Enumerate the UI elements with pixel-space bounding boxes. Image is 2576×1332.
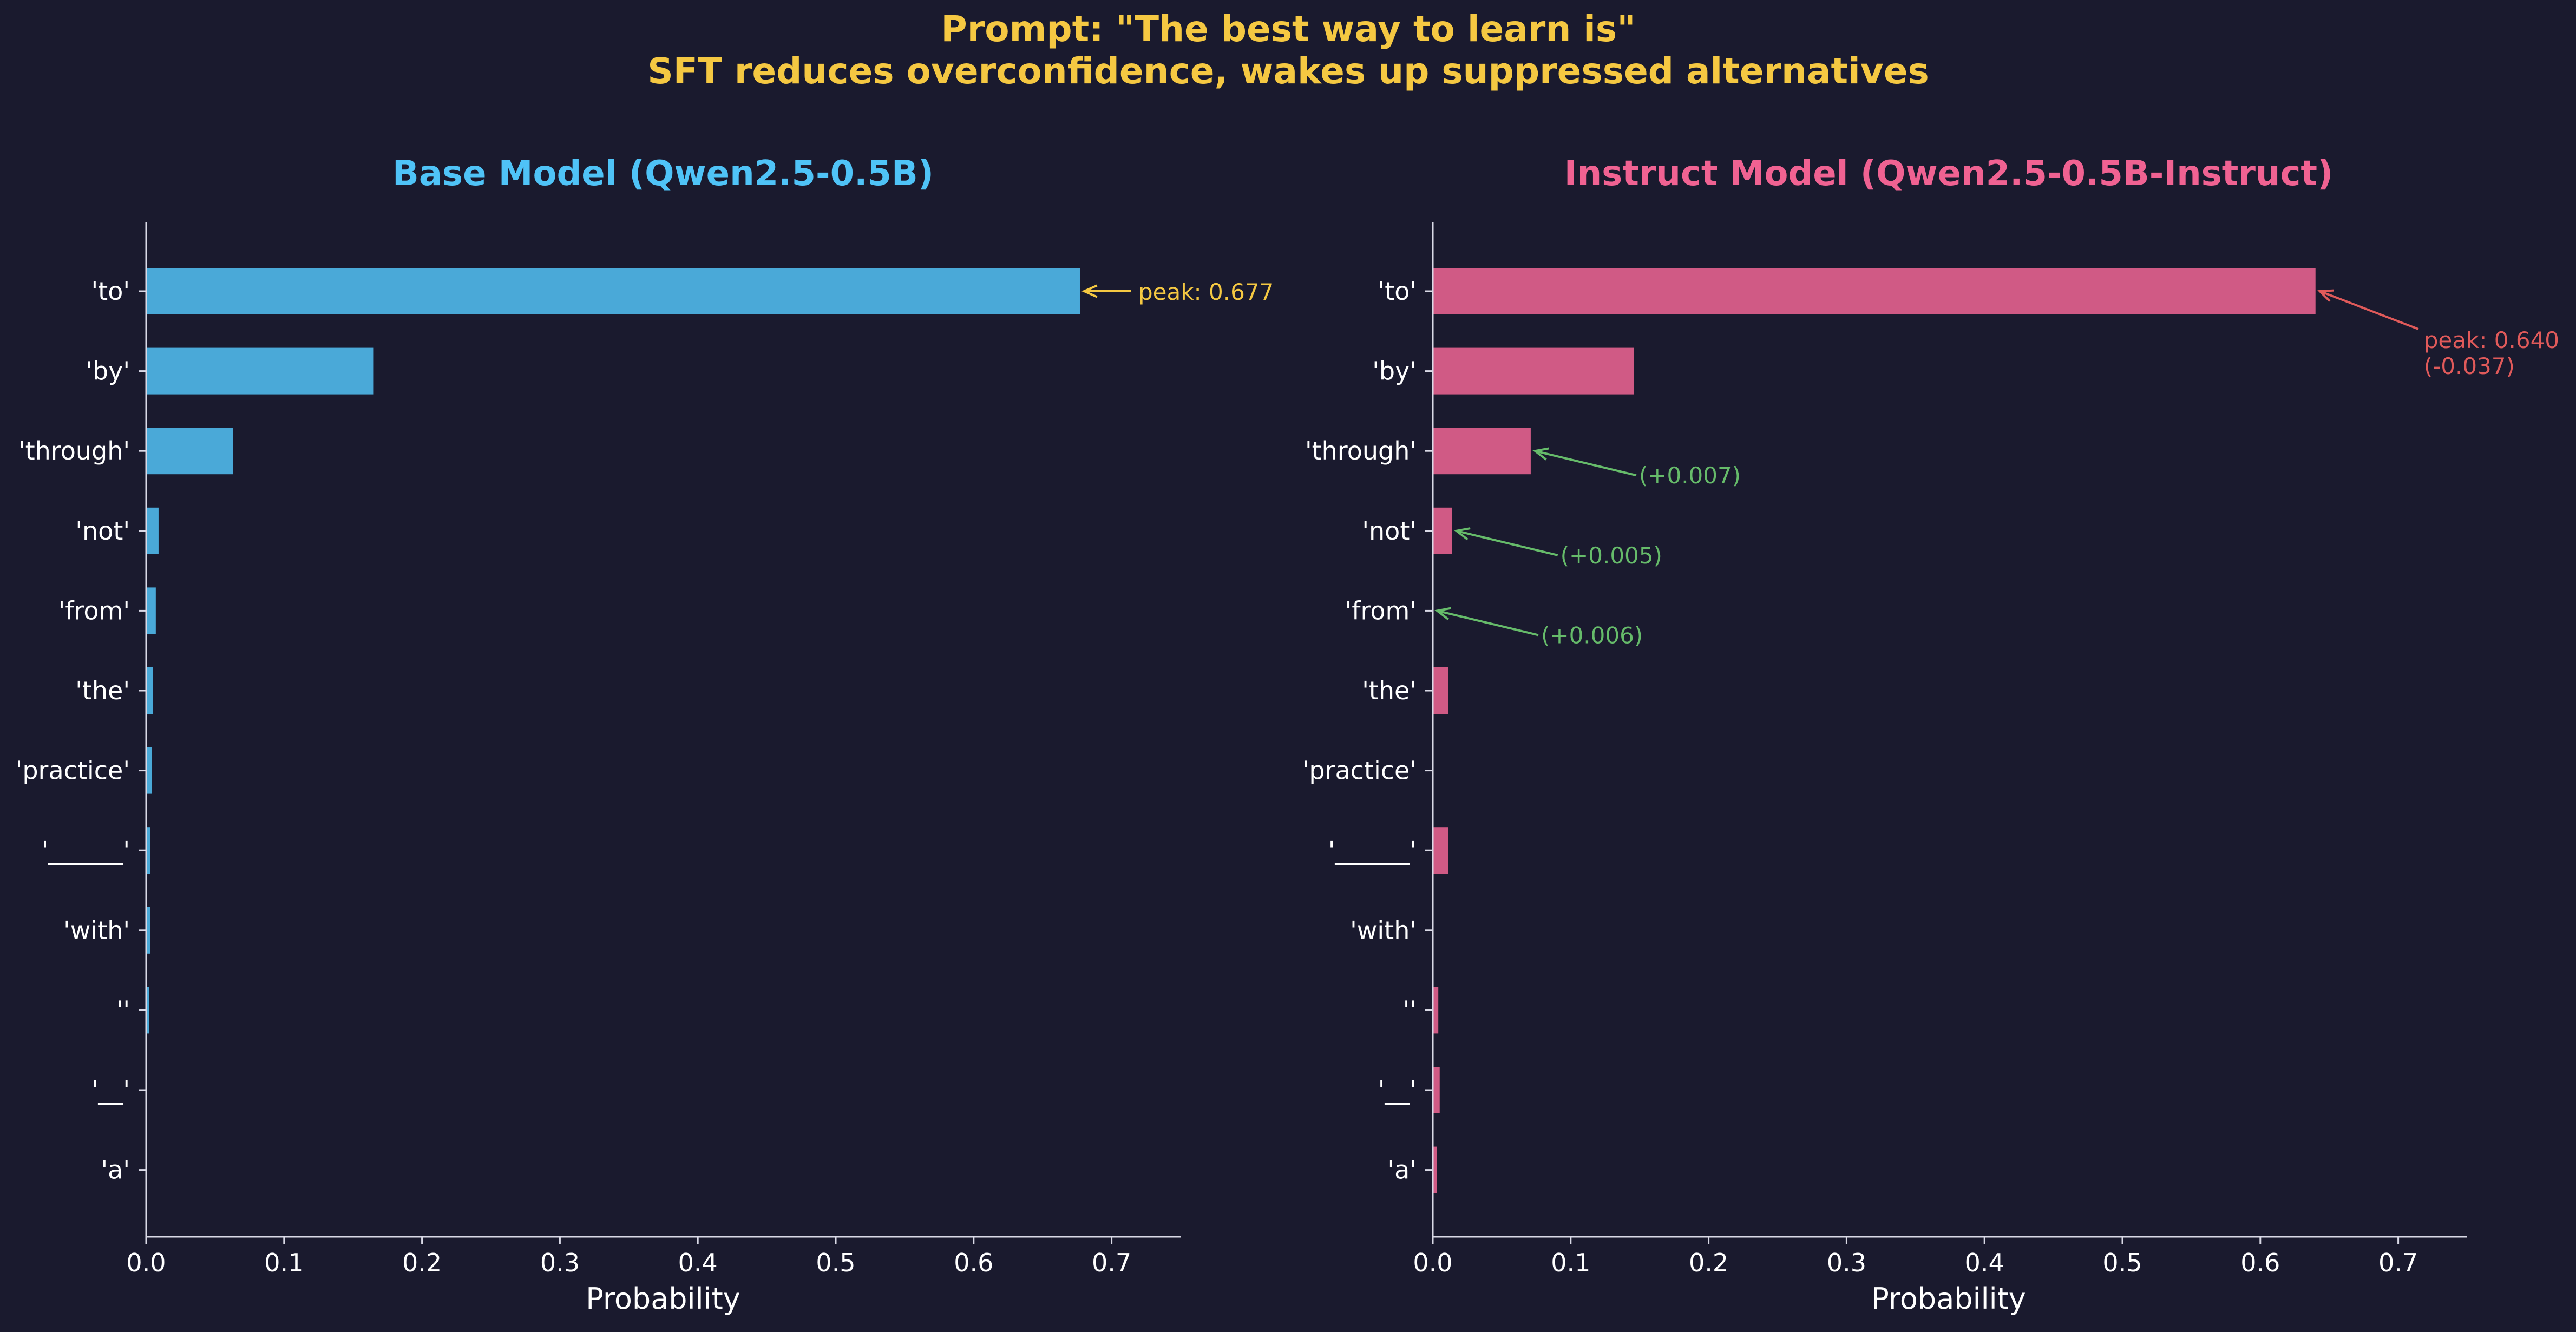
base-model-bar [146,507,159,554]
instruct-model-bar [1433,1067,1440,1113]
instruct-model-axes: 'to' 'by' 'through' 'not' 'from' 'the' 'practi… [1302,222,2467,1277]
instruct-model-annotation-arrow [1456,529,1558,556]
instruct-model-category-label: '__' [1378,1075,1417,1105]
instruct-model-x-tick-label: 0.0 [1413,1248,1452,1277]
instruct-model-annotation-arrowhead [2317,289,2334,302]
instruct-model-title: Instruct Model (Qwen2.5-0.5B-Instruct) [1564,154,2333,194]
suptitle-line-1: Prompt: "The best way to learn is" [941,8,1635,50]
instruct-model-category-label: 'a' [1388,1156,1417,1185]
instruct-model-category-label: 'from' [1345,596,1417,625]
base-model-x-tick-label: 0.5 [816,1248,855,1277]
instruct-model-x-tick-label: 0.4 [1965,1248,2004,1277]
base-model-bar [146,268,1080,314]
instruct-model-category-label: 'the' [1362,676,1417,705]
instruct-model-bar [1433,347,1635,395]
base-model-bar [146,827,150,874]
instruct-model-annotation-delta: (-0.037) [2424,353,2515,379]
base-model-category-label: 'with' [63,916,130,945]
base-model-x-tick-label: 0.0 [126,1248,166,1277]
instruct-model-category-label: '______' [1328,836,1417,865]
instruct-model-xlabel: Probability [1871,1282,2026,1316]
instruct-model-bar [1433,827,1448,874]
base-model-category-label: '______' [42,836,130,865]
base-model-title: Base Model (Qwen2.5-0.5B) [392,154,934,194]
base-model-x-tick-label: 0.3 [540,1248,580,1277]
instruct-model-annotation-label: (+0.006) [1541,622,1643,648]
instruct-model-x-tick-label: 0.6 [2240,1248,2280,1277]
base-model-bar [146,747,152,794]
instruct-model-bar [1433,667,1448,714]
base-model-x-tick-label: 0.4 [678,1248,718,1277]
base-model-bar [146,347,374,395]
instruct-model-category-label: 'through' [1305,436,1417,465]
instruct-model-x-tick-label: 0.1 [1551,1248,1590,1277]
instruct-model-bars [1433,268,2316,1193]
base-model-category-label: '' [116,995,130,1025]
instruct-model-x-tick-label: 0.7 [2378,1248,2418,1277]
base-model-category-label: '__' [91,1075,130,1105]
base-model-x-tick-label: 0.2 [402,1248,442,1277]
instruct-model-bar [1433,1146,1437,1193]
instruct-model-category-label: 'to' [1378,277,1417,306]
instruct-model-annotation-arrowhead [1532,447,1549,461]
instruct-model-annotation-label: (+0.007) [1639,462,1741,489]
base-model-annotation-label: peak: 0.677 [1138,279,1274,305]
instruct-model-annotation-label: (+0.005) [1561,542,1662,569]
base-model-category-label: 'the' [75,676,130,705]
instruct-model-bar [1433,507,1452,554]
instruct-model-annotation-arrowhead [1434,607,1451,620]
base-model-category-label: 'practice' [16,756,130,785]
instruct-model-bar [1433,268,2316,314]
instruct-model-bar [1433,428,1531,475]
base-model-bar [146,987,149,1034]
instruct-model-x-tick-label: 0.3 [1827,1248,1866,1277]
instruct-model-annotation-arrow [1535,450,1637,477]
base-model-annotations: peak: 0.677 [1081,279,1274,305]
base-model-x-tick-label: 0.6 [954,1248,993,1277]
suptitle-line-2: SFT reduces overconfidence, wakes up sup… [647,50,1929,92]
base-model-panel: Base Model (Qwen2.5-0.5B) peak: 0.677 't… [16,154,1274,1316]
base-model-x-tick-label: 0.7 [1092,1248,1131,1277]
instruct-model-category-label: '' [1403,995,1417,1025]
base-model-category-label: 'not' [75,516,130,546]
instruct-model-category-label: 'by' [1372,357,1417,386]
instruct-model-annotation-arrow [1437,609,1539,637]
base-model-category-label: 'to' [91,277,130,306]
base-model-bars [146,268,1080,1034]
base-model-category-label: 'a' [101,1156,130,1185]
instruct-model-annotations: peak: 0.640(-0.037) (+0.007) (+0.005) (+0.0… [1434,289,2559,648]
instruct-model-category-label: 'practice' [1302,756,1417,785]
instruct-model-panel: Instruct Model (Qwen2.5-0.5B-Instruct) p… [1302,154,2559,1316]
instruct-model-category-label: 'with' [1350,916,1417,945]
instruct-model-annotation-label: peak: 0.640 [2424,327,2559,353]
instruct-model-x-tick-label: 0.5 [2102,1248,2142,1277]
instruct-model-bar [1433,987,1439,1034]
base-model-bar [146,907,150,954]
instruct-model-category-label: 'not' [1362,516,1417,546]
base-model-category-label: 'by' [86,357,130,386]
base-model-annotation-arrowhead [1081,284,1098,298]
base-model-x-tick-label: 0.1 [264,1248,304,1277]
base-model-axes: 'to' 'by' 'through' 'not' 'from' 'the' 'practi… [16,222,1181,1277]
base-model-bar [146,428,233,475]
base-model-bar [146,667,153,714]
instruct-model-annotation-arrow [2319,290,2419,330]
base-model-category-label: 'through' [18,436,130,465]
instruct-model-x-tick-label: 0.2 [1689,1248,1728,1277]
instruct-model-annotation-arrowhead [1453,527,1471,541]
base-model-bar [146,587,156,634]
base-model-xlabel: Probability [586,1282,740,1316]
base-model-category-label: 'from' [58,596,130,625]
